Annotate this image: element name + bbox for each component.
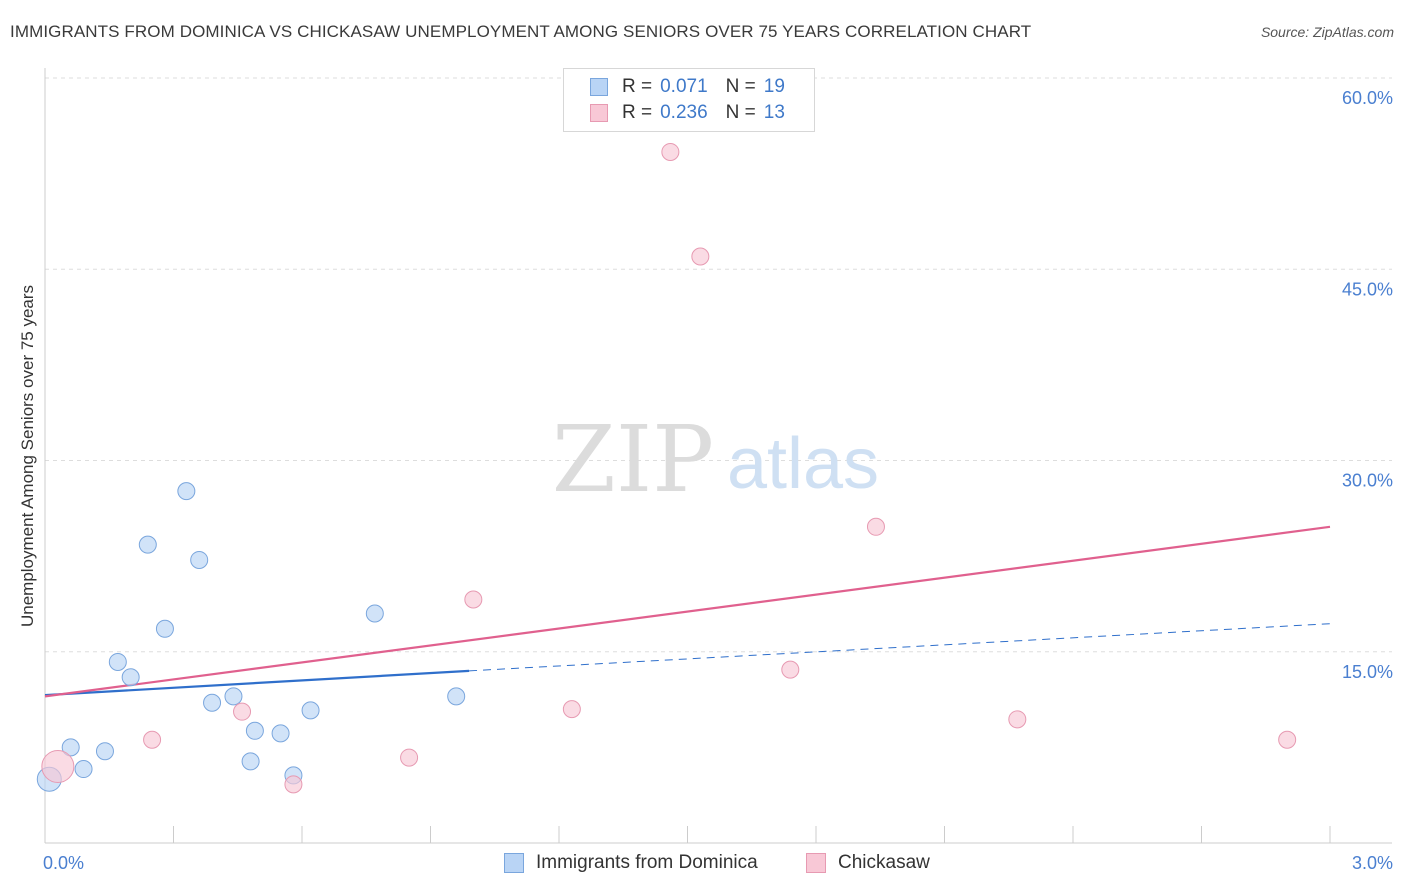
blue-swatch-icon [504,853,524,873]
point-dominica [138,535,157,554]
trend-line-dominica [44,669,470,697]
point-chickasaw [464,590,483,609]
blue-swatch-icon [590,78,608,96]
trend-line-chickasaw [44,525,1331,698]
point-chickasaw [284,775,303,794]
n-value: 13 [763,102,785,123]
point-dominica [95,742,114,761]
r-value: 0.071 [660,76,708,97]
point-chickasaw [691,247,710,266]
trend-line-dominica-extension [469,623,1331,672]
pink-swatch-icon [806,853,826,873]
point-dominica [121,668,140,687]
point-dominica [224,687,243,706]
point-dominica [61,738,80,757]
legend-row-chickasaw: R = 0.236 N = 13 [590,101,785,125]
watermark: ZIP atlas [552,406,879,513]
point-dominica [190,550,209,569]
point-chickasaw [143,730,162,749]
legend-item-chickasaw: Chickasaw [806,852,930,874]
point-dominica [203,693,222,712]
point-dominica [155,619,174,638]
watermark-zip: ZIP [552,406,714,513]
point-dominica [177,482,196,501]
series-legend: Immigrants from Dominica Chickasaw [0,852,1406,878]
trend-lines [44,525,1331,698]
point-chickasaw [41,750,75,783]
n-label: N = [725,76,756,97]
point-dominica [365,604,384,623]
point-chickasaw [400,748,419,767]
correlation-legend: R = 0.071 N = 19 R = 0.236 N = 13 [563,68,815,132]
chart-title: IMMIGRANTS FROM DOMINICA VS CHICKASAW UN… [10,22,1032,41]
legend-label: Immigrants from Dominica [536,852,758,873]
watermark-atlas: atlas [727,424,879,504]
point-dominica [241,752,260,771]
pink-swatch-icon [590,104,608,122]
point-chickasaw [661,142,680,161]
point-dominica [271,724,290,743]
point-chickasaw [781,660,800,679]
n-label: N = [725,102,756,123]
point-chickasaw [233,702,252,721]
n-value: 19 [763,76,785,97]
point-dominica [74,760,93,779]
data-points [36,142,1297,794]
y-tick-label: 15.0% [1342,662,1393,682]
point-dominica [245,721,264,740]
point-dominica [301,701,320,720]
y-tick-label: 30.0% [1342,471,1393,491]
y-tick-label: 45.0% [1342,279,1393,299]
legend-row-dominica: R = 0.071 N = 19 [590,75,785,99]
point-dominica [447,687,466,706]
legend-item-dominica: Immigrants from Dominica [504,852,758,874]
r-label: R = [622,76,653,97]
y-axis-label: Unemployment Among Seniors over 75 years [18,284,37,628]
point-chickasaw [562,700,581,719]
point-dominica [108,652,127,671]
point-chickasaw [866,517,885,536]
legend-label: Chickasaw [838,852,930,873]
axes [44,68,1392,844]
tick-labels: 15.0% 30.0% 45.0% 60.0% 0.0% 3.0% [43,88,1393,873]
r-value: 0.236 [660,102,708,123]
point-chickasaw [1008,710,1027,729]
x-tick-label: 0.0% [43,853,84,873]
r-label: R = [622,102,653,123]
x-tick-label: 3.0% [1352,853,1393,873]
grid-lines [45,77,1392,653]
y-tick-label: 60.0% [1342,88,1393,108]
source-label: Source: ZipAtlas.com [1260,24,1394,40]
point-chickasaw [1278,730,1297,749]
